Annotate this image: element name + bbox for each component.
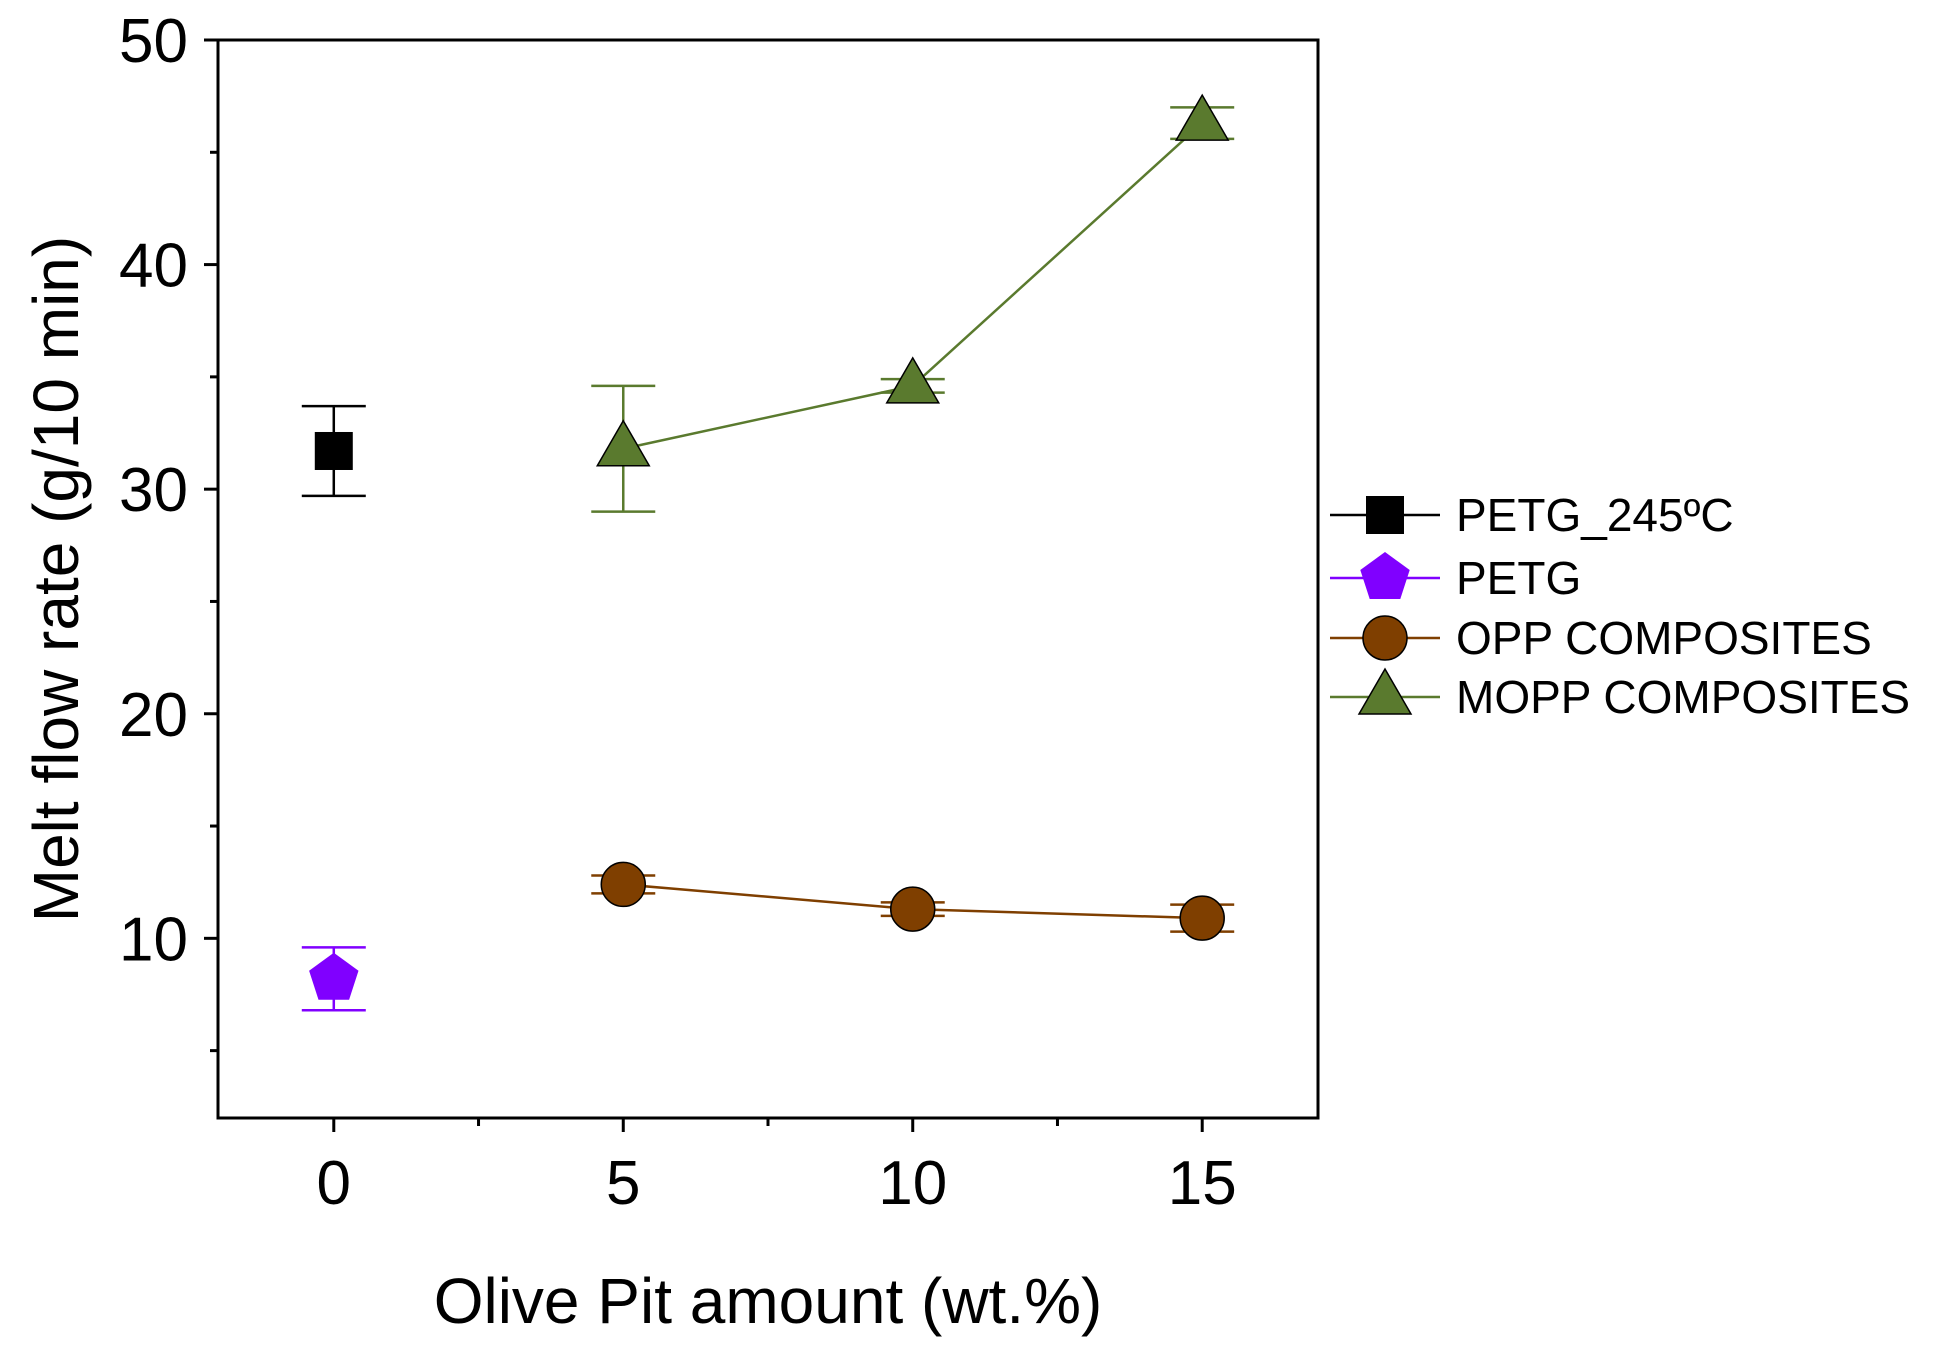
data-point <box>595 419 651 467</box>
legend-label: MOPP COMPOSITES <box>1456 671 1910 723</box>
y-tick-label: 10 <box>119 905 188 974</box>
legend-marker <box>1360 552 1410 599</box>
data-point <box>314 431 353 470</box>
x-tick-label: 5 <box>606 1149 640 1218</box>
data-point <box>600 861 647 908</box>
data-point <box>889 886 936 932</box>
legend-marker <box>1357 667 1413 715</box>
data-point <box>309 952 359 1000</box>
data-point <box>1174 93 1230 141</box>
y-tick-label: 50 <box>119 7 188 76</box>
data-point <box>1179 895 1225 941</box>
plot-series <box>301 93 1235 1012</box>
series-opp-composites <box>591 861 1235 941</box>
y-tick-label: 20 <box>119 681 188 750</box>
x-tick-label: 15 <box>1168 1149 1237 1218</box>
legend-item: PETG_245ºC <box>1330 489 1734 541</box>
legend: PETG_245ºC PETG OPP COMPOSITES MOPP COMPOSI… <box>1330 489 1910 723</box>
x-axis-title: Olive Pit amount (wt.%) <box>434 1265 1103 1337</box>
y-axis-title: Melt flow rate (g/10 min) <box>20 236 92 922</box>
plot-frame <box>216 38 1320 1120</box>
legend-item: PETG <box>1330 552 1581 604</box>
series-mopp-composites <box>591 93 1235 513</box>
data-point <box>885 356 941 404</box>
legend-label: OPP COMPOSITES <box>1456 612 1872 664</box>
axes: 0 5 10 15 10 20 30 40 50 <box>119 7 1320 1218</box>
series-petg <box>301 946 366 1012</box>
legend-item: OPP COMPOSITES <box>1330 612 1872 664</box>
series-petg-245-c <box>301 404 366 498</box>
x-tick-label: 0 <box>317 1149 351 1218</box>
legend-label: PETG <box>1456 552 1581 604</box>
legend-label: PETG_245ºC <box>1456 489 1734 541</box>
y-tick-label: 40 <box>119 232 188 301</box>
legend-marker <box>1362 615 1408 661</box>
y-tick-label: 30 <box>119 456 188 525</box>
legend-marker <box>1366 496 1404 534</box>
x-tick-label: 10 <box>878 1149 947 1218</box>
legend-item: MOPP COMPOSITES <box>1330 667 1910 723</box>
